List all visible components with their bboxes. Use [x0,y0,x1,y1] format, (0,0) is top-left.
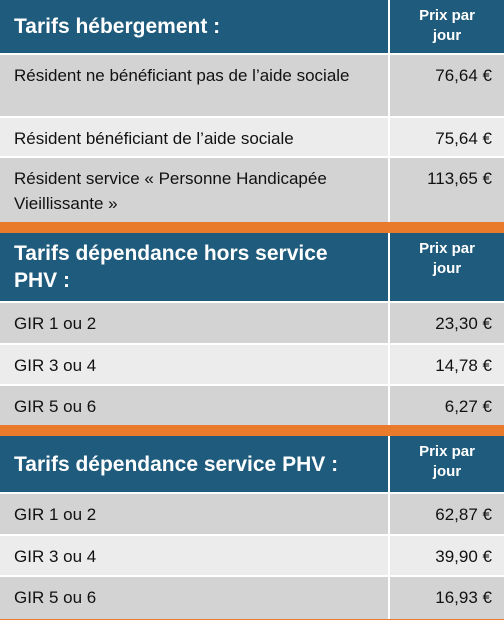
row-label: GIR 3 ou 4 [0,345,390,384]
price-header-cell: Prix par jour [390,436,504,492]
header-row: Tarifs dépendance hors service PHV : Prix… [0,233,504,303]
row-price: 62,87 € [435,505,492,524]
row-label: GIR 3 ou 4 [0,536,390,575]
table-title: Tarifs dépendance service PHV : [0,436,390,492]
header-row: Tarifs hébergement : Prix par jour [0,0,504,55]
price-header-cell: Prix par jour [390,0,504,53]
table: Tarifs hébergement : Prix par jour Résiden… [0,0,504,222]
row-label: GIR 1 ou 2 [0,494,390,534]
table-row: Résident service « Personne Handicapée V… [0,158,504,222]
row-price: 113,65 € [427,169,492,188]
table-row: GIR 1 ou 2 23,30 € [0,303,504,345]
row-price: 14,78 € [435,356,492,375]
table-row: GIR 5 ou 6 6,27 € [0,386,504,425]
row-price: 16,93 € [435,588,492,607]
table-row: Résident ne bénéficiant pas de l’aide so… [0,55,504,118]
price-header-cell: Prix par jour [390,233,504,301]
row-price: 75,64 € [435,129,492,148]
table-row: GIR 3 ou 4 39,90 € [0,536,504,577]
row-label: Résident bénéficiant de l’aide sociale [0,118,390,156]
price-header: Prix par jour [419,7,475,44]
table-row: GIR 5 ou 6 16,93 € [0,577,504,619]
table-row: GIR 1 ou 2 62,87 € [0,494,504,536]
separator [0,222,504,233]
row-price: 76,64 € [435,66,492,85]
row-label: Résident ne bénéficiant pas de l’aide so… [0,55,390,116]
row-label: GIR 5 ou 6 [0,386,390,425]
row-label: GIR 5 ou 6 [0,577,390,619]
row-price: 39,90 € [435,547,492,566]
price-header: Prix par jour [419,240,475,277]
table-title: Tarifs dépendance hors service PHV : [0,233,390,301]
separator [0,425,504,436]
header-row: Tarifs dépendance service PHV : Prix par … [0,436,504,494]
row-label: Résident service « Personne Handicapée V… [0,158,390,222]
table: Tarifs dépendance service PHV : Prix par … [0,436,504,619]
row-price: 23,30 € [435,314,492,333]
table-row: Résident bénéficiant de l’aide sociale 75… [0,118,504,158]
price-header: Prix par jour [419,443,475,480]
table: Tarifs dépendance hors service PHV : Prix… [0,233,504,425]
row-label: GIR 1 ou 2 [0,303,390,343]
table-title: Tarifs hébergement : [0,0,390,53]
row-price: 6,27 € [444,397,492,416]
table-row: GIR 3 ou 4 14,78 € [0,345,504,386]
